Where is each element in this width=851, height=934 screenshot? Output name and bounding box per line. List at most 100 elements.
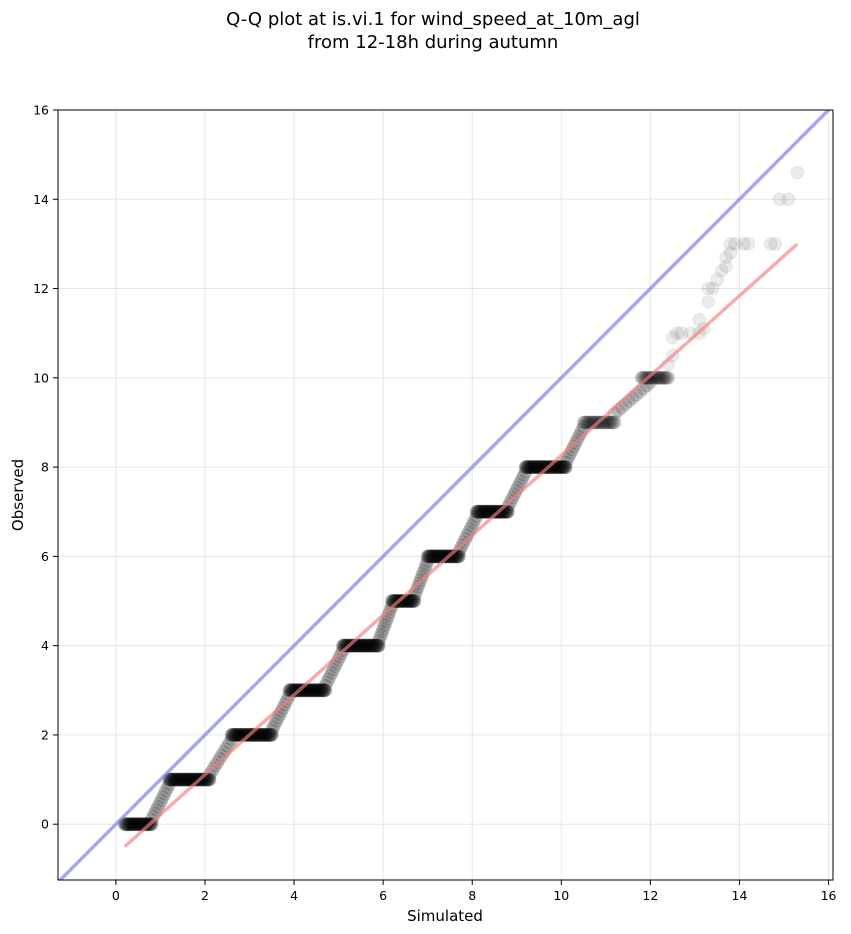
data-point xyxy=(313,683,328,698)
data-point xyxy=(790,165,805,180)
data-point xyxy=(126,817,141,832)
data-point xyxy=(159,783,174,798)
y-tick-label: 8 xyxy=(41,460,49,475)
chart-title: Q-Q plot at is.vi.1 for wind_speed_at_10… xyxy=(226,9,640,30)
data-point xyxy=(692,312,707,327)
data-point xyxy=(558,460,573,475)
data-point xyxy=(118,817,133,832)
data-point xyxy=(655,370,670,385)
data-point xyxy=(719,259,734,274)
data-point xyxy=(170,772,185,787)
data-point xyxy=(304,683,319,698)
data-point xyxy=(556,460,571,475)
identity-line xyxy=(58,110,832,880)
data-point xyxy=(557,460,572,475)
data-point xyxy=(428,549,443,564)
data-point xyxy=(123,817,138,832)
data-point xyxy=(710,272,725,287)
data-point xyxy=(305,683,320,698)
data-point xyxy=(579,415,594,430)
data-point xyxy=(736,236,751,251)
data-point xyxy=(445,549,460,564)
data-point xyxy=(160,780,175,795)
data-point xyxy=(151,799,166,814)
data-point xyxy=(587,415,602,430)
data-point xyxy=(177,772,192,787)
y-tick-label: 2 xyxy=(41,727,49,742)
plot-frame xyxy=(57,109,834,881)
data-point xyxy=(406,594,421,609)
data-point xyxy=(370,638,385,653)
data-point xyxy=(164,772,179,787)
data-point xyxy=(202,772,217,787)
data-point xyxy=(318,678,333,693)
data-point xyxy=(303,683,318,698)
x-tick-label: 12 xyxy=(642,888,658,903)
y-tick-label: 0 xyxy=(41,817,49,832)
data-point xyxy=(276,700,291,715)
data-point xyxy=(701,281,716,296)
data-point xyxy=(266,720,281,735)
data-point xyxy=(602,415,617,430)
data-point xyxy=(212,751,227,766)
data-point xyxy=(125,817,140,832)
data-point xyxy=(420,553,435,568)
data-point xyxy=(530,460,545,475)
data-point xyxy=(603,415,618,430)
data-point xyxy=(226,727,241,742)
data-point xyxy=(424,549,439,564)
data-point xyxy=(357,638,372,653)
data-point xyxy=(324,665,339,680)
data-point xyxy=(255,727,270,742)
data-point xyxy=(674,326,689,341)
data-point xyxy=(652,370,667,385)
y-axis-label: Observed xyxy=(9,459,27,531)
data-point xyxy=(352,638,367,653)
data-point xyxy=(426,549,441,564)
data-point xyxy=(607,415,622,430)
data-point xyxy=(606,415,621,430)
data-point xyxy=(261,727,276,742)
data-point xyxy=(172,772,187,787)
data-point xyxy=(374,627,389,642)
data-point xyxy=(464,518,479,533)
data-point xyxy=(723,236,738,251)
data-point xyxy=(473,504,488,519)
data-point xyxy=(470,504,485,519)
data-point xyxy=(420,549,435,564)
data-point xyxy=(658,370,673,385)
data-point xyxy=(421,549,436,564)
data-point xyxy=(605,415,620,430)
data-point xyxy=(165,772,180,787)
data-point xyxy=(228,727,243,742)
data-point xyxy=(124,817,139,832)
data-point xyxy=(513,474,528,489)
x-tick-label: 10 xyxy=(553,888,569,903)
data-point xyxy=(410,579,425,594)
data-point xyxy=(130,817,145,832)
data-point xyxy=(741,236,756,251)
data-point xyxy=(354,638,369,653)
data-point xyxy=(526,460,541,475)
data-point xyxy=(314,683,329,698)
data-point xyxy=(701,294,716,309)
data-point xyxy=(367,638,382,653)
data-point xyxy=(763,236,778,251)
x-tick-label: 8 xyxy=(468,888,476,903)
data-point xyxy=(268,716,283,731)
data-point xyxy=(604,415,619,430)
data-point xyxy=(120,817,135,832)
data-point xyxy=(175,772,190,787)
data-point xyxy=(263,727,278,742)
data-point xyxy=(554,460,569,475)
x-axis-ticks: 0 2 4 6 8 10 12 14 16 xyxy=(112,880,837,903)
data-point xyxy=(372,630,387,645)
data-point xyxy=(152,796,167,811)
data-point xyxy=(474,504,489,519)
data-point xyxy=(239,727,254,742)
data-point xyxy=(523,460,538,475)
data-point xyxy=(302,683,317,698)
data-point xyxy=(637,370,652,385)
data-point xyxy=(182,772,197,787)
x-tick-label: 0 xyxy=(112,888,120,903)
